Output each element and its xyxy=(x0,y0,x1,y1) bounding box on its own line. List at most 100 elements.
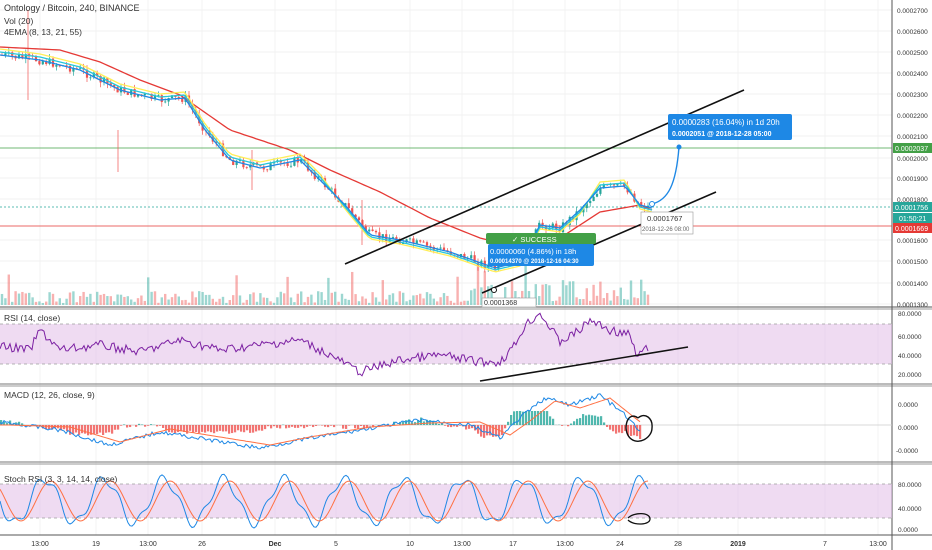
candle-body xyxy=(24,54,27,59)
volume-bar xyxy=(296,293,299,305)
volume-bar xyxy=(17,293,21,305)
macd-histogram-bar xyxy=(348,425,351,426)
macd-histogram-bar xyxy=(300,425,303,427)
rsi-legend[interactable]: RSI (14, close) xyxy=(4,313,61,323)
volume-bar xyxy=(262,297,265,305)
candle-body xyxy=(351,208,354,215)
macd-histogram-bar xyxy=(51,425,54,430)
stoch-rsi-pane[interactable] xyxy=(0,473,892,529)
macd-histogram-bar xyxy=(477,425,480,434)
macd-histogram-bar xyxy=(444,425,447,426)
volume-bar xyxy=(629,280,633,305)
volume-bar xyxy=(347,299,350,305)
volume-bar xyxy=(623,298,626,305)
volume-bar xyxy=(211,298,214,305)
forecast-start-point xyxy=(649,201,655,207)
volume-bar xyxy=(208,294,211,305)
macd-histogram-bar xyxy=(90,425,93,435)
macd-histogram-bar xyxy=(486,425,489,436)
time-axis[interactable]: 13:00 19 13:00 26 Dec 5 10 13:00 17 13:00 24 28 2019… xyxy=(31,541,887,548)
macd-histogram-bar xyxy=(579,418,582,425)
price-axis[interactable]: 0.0002700 0.0002600 0.0002500 0.0002400 0.00… xyxy=(897,8,928,309)
volume-bar xyxy=(300,291,303,305)
candle-body xyxy=(374,230,378,233)
volume-legend[interactable]: Vol (20) xyxy=(4,16,34,26)
candle-body xyxy=(320,176,323,179)
volume-bar xyxy=(381,280,384,305)
volume-bar xyxy=(640,279,643,305)
macd-histogram-bar xyxy=(492,425,495,437)
candle-body xyxy=(582,208,585,213)
macd-histogram-bar xyxy=(366,425,369,429)
volume-bar xyxy=(344,298,347,305)
macd-histogram-bar xyxy=(324,425,327,427)
macd-histogram-bar xyxy=(150,424,153,425)
forecast-drawing[interactable]: 0.0000283 (16.04%) in 1d 20h 0.0002051 @… xyxy=(649,114,793,207)
macd-legend[interactable]: MACD (12, 26, close, 9) xyxy=(4,390,95,400)
volume-bar xyxy=(201,292,204,305)
macd-histogram-bar xyxy=(543,411,546,425)
candle-body xyxy=(28,54,31,56)
macd-histogram-bar xyxy=(567,425,570,427)
macd-histogram-bar xyxy=(186,425,189,434)
volume-bar xyxy=(245,299,248,305)
stoch-legend[interactable]: Stoch RSI (3, 3, 14, 14, close) xyxy=(4,474,118,484)
channel-lower-trendline[interactable] xyxy=(481,191,717,294)
volume-bar xyxy=(534,284,537,305)
macd-histogram-bar xyxy=(306,425,309,427)
volume-bar xyxy=(330,292,333,305)
macd-histogram-bar xyxy=(135,425,138,427)
volume-bar xyxy=(31,297,34,305)
volume-bar xyxy=(143,300,146,305)
rsi-pane[interactable] xyxy=(0,312,892,382)
previous-forecast[interactable]: ✓ SUCCESS 0.0000060 (4.86%) in 18h 0.000… xyxy=(481,233,596,308)
volume-bar xyxy=(361,296,364,305)
candle-body xyxy=(602,184,605,188)
macd-histogram-bar xyxy=(435,422,438,425)
volume-bar xyxy=(252,292,255,305)
macd-histogram-bar xyxy=(507,421,510,425)
price-tick-label: 0.0001900 xyxy=(897,176,928,183)
candle-body xyxy=(170,95,174,99)
candle-body xyxy=(612,184,616,186)
macd-histogram-bar xyxy=(210,425,213,433)
volume-bar xyxy=(320,292,323,305)
rsi-band xyxy=(0,324,892,364)
macd-histogram-bar xyxy=(285,425,288,429)
ema-13-line xyxy=(0,51,653,271)
candle-body xyxy=(470,255,473,259)
macd-histogram-bar xyxy=(201,425,204,432)
macd-histogram-bar xyxy=(633,425,636,436)
macd-histogram-bar xyxy=(3,421,6,425)
rsi-tick: 60.0000 xyxy=(898,334,922,341)
macd-histogram-bar xyxy=(402,421,405,425)
rsi-tick: 80.0000 xyxy=(898,311,922,318)
rsi-tick: 40.0000 xyxy=(898,353,922,360)
candle-body xyxy=(487,264,490,269)
green-level-badge-text: 0.0002037 xyxy=(895,146,928,153)
previous-label-box xyxy=(488,244,594,266)
mid-price-callout[interactable]: 0.0001767 2018-12-26 08:00 xyxy=(640,211,694,235)
volume-bar xyxy=(351,271,354,305)
price-pane[interactable]: 0.0000283 (16.04%) in 1d 20h 0.0002051 @… xyxy=(0,10,892,308)
volume-bar xyxy=(310,294,313,305)
macd-histogram-bar xyxy=(525,411,528,425)
candle-body xyxy=(269,163,272,171)
volume-bar xyxy=(286,276,289,305)
volume-bar xyxy=(28,292,31,305)
volume-bar xyxy=(619,287,622,305)
macd-histogram-bar xyxy=(171,425,174,433)
price-tick-label: 0.0002700 xyxy=(897,8,928,15)
macd-histogram-bar xyxy=(420,417,423,425)
volume-bar xyxy=(544,284,548,305)
volume-bar xyxy=(317,291,320,305)
volume-bar xyxy=(119,294,123,305)
macd-histogram-bar xyxy=(522,411,525,425)
candle-body xyxy=(306,161,310,171)
ema-legend[interactable]: 4EMA (8, 13, 21, 55) xyxy=(4,27,82,37)
macd-histogram-bar xyxy=(294,425,297,428)
macd-pane[interactable] xyxy=(0,393,892,450)
macd-histogram xyxy=(0,411,642,439)
macd-histogram-bar xyxy=(450,425,453,428)
